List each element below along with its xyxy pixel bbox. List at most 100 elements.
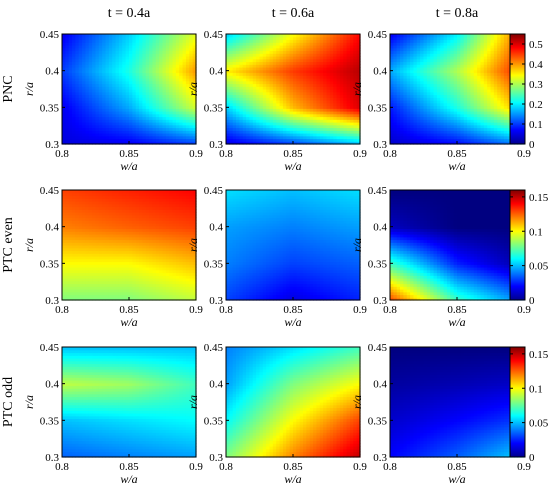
- heatmap-cell: [85, 34, 90, 38]
- heatmap-cell: [467, 75, 471, 79]
- heatmap-cell: [483, 47, 488, 52]
- heatmap-cell: [507, 64, 512, 68]
- heatmap-cell: [62, 206, 66, 210]
- heatmap-cell: [457, 130, 461, 134]
- heatmap-cell: [299, 61, 304, 65]
- heatmap-cell: [122, 94, 127, 98]
- heatmap-cell: [433, 53, 438, 57]
- heatmap-cell: [226, 61, 230, 65]
- heatmap-cell: [316, 56, 321, 60]
- heatmap-cell: [326, 47, 331, 52]
- heatmap-cell: [132, 113, 137, 118]
- heatmap-cell: [493, 141, 498, 145]
- heatmap-cell: [393, 119, 398, 123]
- heatmap-cell: [68, 264, 73, 268]
- heatmap-cell: [172, 122, 177, 126]
- heatmap-cell: [185, 36, 190, 41]
- heatmap-cell: [333, 127, 338, 131]
- heatmap-cell: [400, 75, 404, 79]
- heatmap-cell: [309, 127, 314, 131]
- heatmap-cell: [162, 86, 167, 90]
- heatmap-cell: [423, 86, 428, 90]
- heatmap-cell: [229, 113, 234, 118]
- heatmap-cell: [112, 50, 117, 54]
- heatmap-cell: [246, 58, 251, 63]
- heatmap-cell: [430, 42, 435, 46]
- heatmap-cell: [323, 122, 328, 126]
- heatmap-cell: [112, 61, 117, 65]
- heatmap-cell: [252, 94, 257, 98]
- heatmap-cell: [303, 111, 307, 115]
- heatmap-cell: [420, 64, 425, 68]
- heatmap-cell: [483, 124, 488, 129]
- heatmap-cell: [115, 53, 120, 57]
- heatmap-cell: [329, 91, 334, 96]
- heatmap-cell: [272, 58, 277, 63]
- heatmap-cell: [306, 58, 311, 63]
- heatmap-cell: [252, 64, 257, 68]
- heatmap-cell: [239, 80, 244, 85]
- heatmap-cell: [139, 67, 143, 71]
- heatmap-cell: [75, 47, 80, 52]
- heatmap-cell: [95, 89, 100, 93]
- heatmap-cell: [276, 108, 281, 112]
- heatmap-cell: [92, 111, 97, 115]
- heatmap-cell: [282, 141, 287, 145]
- heatmap-cell: [129, 116, 133, 120]
- heatmap-cell: [406, 78, 411, 82]
- heatmap-cell: [65, 261, 70, 265]
- heatmap-cell: [413, 64, 418, 68]
- heatmap-cell: [226, 50, 230, 54]
- heatmap-cell: [319, 116, 324, 120]
- heatmap-cell: [239, 138, 244, 142]
- heatmap-cell: [242, 64, 247, 68]
- heatmap-cell: [72, 127, 76, 131]
- heatmap-cell: [326, 75, 331, 79]
- heatmap-cell: [135, 105, 140, 109]
- heatmap-cell: [356, 141, 361, 145]
- heatmap-cell: [396, 64, 401, 68]
- heatmap-cell: [252, 111, 257, 115]
- heatmap-cell: [426, 58, 431, 63]
- heatmap-cell: [165, 97, 170, 101]
- heatmap-cell: [65, 206, 70, 210]
- heatmap-cell: [105, 105, 110, 109]
- heatmap-cell: [436, 34, 441, 38]
- heatmap-cell: [309, 91, 314, 96]
- heatmap-cell: [473, 50, 478, 54]
- heatmap-cell: [92, 53, 97, 57]
- heatmap-cell: [88, 80, 93, 85]
- heatmap-cell: [78, 83, 83, 87]
- heatmap-cell: [135, 102, 140, 107]
- heatmap-cell: [457, 102, 461, 107]
- heatmap-cell: [313, 124, 318, 129]
- heatmap-cell: [192, 102, 197, 107]
- heatmap-cell: [303, 47, 307, 52]
- heatmap-cell: [316, 42, 321, 46]
- heatmap-cell: [185, 127, 190, 131]
- heatmap-cell: [246, 80, 251, 85]
- heatmap-cell: [85, 78, 90, 82]
- heatmap-cell: [473, 86, 478, 90]
- heatmap-cell: [493, 34, 498, 38]
- heatmap-cell: [179, 133, 184, 137]
- heatmap-cell: [162, 72, 167, 76]
- heatmap-cell: [457, 105, 461, 109]
- heatmap-cell: [467, 141, 471, 145]
- heatmap-cell: [440, 111, 445, 115]
- heatmap-cell: [189, 50, 194, 54]
- heatmap-cell: [105, 141, 110, 145]
- heatmap-cell: [477, 141, 482, 145]
- heatmap-cell: [75, 83, 80, 87]
- heatmap-cell: [289, 56, 294, 60]
- heatmap-cell: [420, 42, 425, 46]
- heatmap-cell: [446, 127, 451, 131]
- heatmap-cell: [192, 42, 197, 46]
- heatmap-cell: [232, 61, 237, 65]
- heatmap-cell: [473, 45, 478, 49]
- heatmap-cell: [483, 75, 488, 79]
- heatmap-cell: [115, 113, 120, 118]
- heatmap-cell: [72, 278, 76, 282]
- heatmap-cell: [349, 56, 354, 60]
- heatmap-cell: [68, 225, 73, 230]
